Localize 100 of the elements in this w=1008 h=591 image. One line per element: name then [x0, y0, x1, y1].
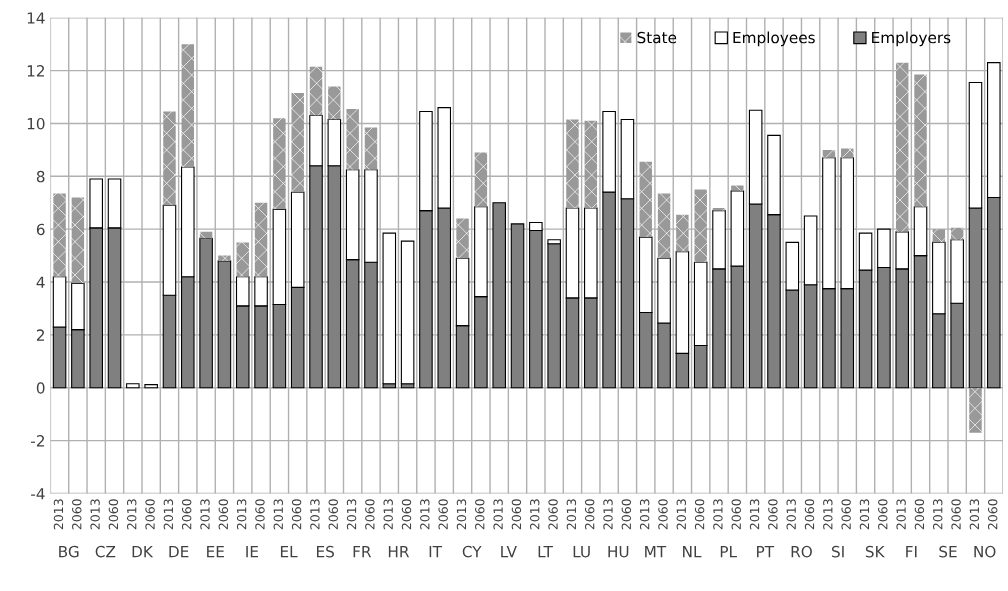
bar — [254, 202, 268, 277]
x-tick-label: 2013 — [163, 499, 174, 530]
bar — [492, 202, 506, 389]
y-tick-label: 12 — [27, 65, 45, 77]
x-tick-label: 2060 — [401, 499, 412, 530]
x-tick-label: 2013 — [420, 499, 430, 530]
bar — [584, 120, 598, 209]
x-tick-label: 2060 — [218, 499, 229, 530]
x-tick-label: 2060 — [621, 499, 632, 530]
x-tick-label: 2060 — [841, 499, 851, 530]
text: NL — [683, 546, 702, 558]
text: BG — [59, 545, 79, 558]
text: CZ — [95, 545, 116, 558]
x-tick-label: 2060 — [328, 499, 338, 530]
x-tick-label: 2013 — [749, 499, 760, 530]
bar — [126, 383, 140, 389]
x-tick-label: 2060 — [914, 499, 925, 530]
bar — [163, 111, 176, 206]
legend-label: State — [637, 31, 677, 44]
text: HU — [608, 546, 629, 558]
y-tick-label: 4 — [36, 276, 45, 288]
bar — [712, 208, 726, 211]
bar — [510, 223, 525, 389]
text: PT — [757, 546, 775, 558]
x-tick-label: 2013 — [493, 499, 503, 530]
x-tick-label: 2013 — [53, 499, 64, 530]
x-tick-label: 2060 — [181, 499, 192, 530]
bar — [309, 66, 323, 116]
bar — [895, 62, 909, 232]
text: RO — [791, 545, 812, 558]
x-tick-label: 2060 — [291, 499, 302, 530]
x-tick-label: 2013 — [90, 499, 100, 530]
text: CY — [462, 545, 482, 558]
y-tick-label: -2 — [31, 435, 45, 447]
bar — [676, 214, 689, 252]
x-tick-label: 2060 — [475, 499, 485, 530]
y-tick-label: 2 — [36, 329, 45, 341]
x-tick-label: 2013 — [859, 499, 870, 530]
bar — [639, 161, 652, 238]
x-tick-label: 2060 — [72, 499, 82, 530]
bar — [822, 149, 836, 158]
y-tick-label: 0 — [36, 382, 45, 394]
x-tick-label: 2060 — [658, 499, 668, 530]
y-tick-label: 10 — [27, 117, 45, 130]
x-tick-label: 2060 — [145, 499, 155, 530]
bar — [657, 193, 671, 259]
y-tick-label: 6 — [36, 223, 45, 236]
bar — [456, 218, 469, 259]
bar — [566, 119, 579, 209]
x-tick-label: 2060 — [108, 499, 119, 530]
legend-label: Employers — [872, 31, 951, 47]
x-tick-label: 2013 — [639, 499, 650, 530]
x-tick-label: 2013 — [933, 499, 943, 530]
x-tick-label: 2013 — [383, 499, 393, 530]
bar — [950, 227, 964, 240]
bar — [217, 260, 232, 389]
x-tick-label: 2013 — [456, 499, 467, 530]
bar — [273, 118, 286, 210]
text: EL — [280, 546, 298, 558]
text: IE — [246, 546, 258, 558]
text: SK — [865, 545, 885, 558]
text: EE — [207, 546, 224, 558]
text: DK — [132, 546, 154, 558]
text: FI — [906, 546, 917, 558]
bar — [694, 189, 707, 263]
text: LT — [538, 546, 553, 558]
x-tick-label: 2060 — [511, 499, 522, 530]
x-tick-label: 2060 — [768, 499, 778, 530]
x-tick-label: 2060 — [694, 499, 705, 530]
x-tick-label: 2013 — [236, 499, 247, 530]
bar — [144, 384, 158, 389]
x-tick-label: 2013 — [127, 499, 137, 530]
bar — [547, 243, 561, 389]
y-tick-label: 8 — [36, 170, 45, 183]
bar — [291, 93, 304, 193]
x-tick-label: 2013 — [896, 499, 906, 530]
bar — [236, 242, 249, 277]
x-tick-label: 2013 — [200, 499, 210, 530]
x-tick-label: 2013 — [676, 499, 687, 530]
text: IT — [429, 546, 443, 558]
x-tick-label: 2060 — [951, 499, 961, 530]
bar — [382, 232, 397, 385]
bar — [346, 108, 359, 170]
bar — [841, 148, 854, 158]
x-tick-label: 2013 — [786, 499, 796, 530]
text: SE — [939, 545, 957, 558]
x-tick-label: 2013 — [823, 499, 833, 530]
x-tick-label: 2013 — [310, 499, 320, 530]
x-tick-label: 2060 — [731, 499, 741, 530]
x-tick-label: 2060 — [548, 499, 558, 530]
x-tick-label: 2060 — [365, 499, 375, 530]
text: LU — [573, 546, 590, 558]
x-tick-label: 2060 — [987, 499, 998, 530]
bar — [181, 44, 195, 168]
text: MT — [645, 546, 667, 558]
bar — [731, 185, 744, 191]
bar — [199, 237, 213, 389]
bar — [400, 240, 415, 385]
text: NO — [974, 545, 996, 558]
bar — [474, 152, 488, 207]
